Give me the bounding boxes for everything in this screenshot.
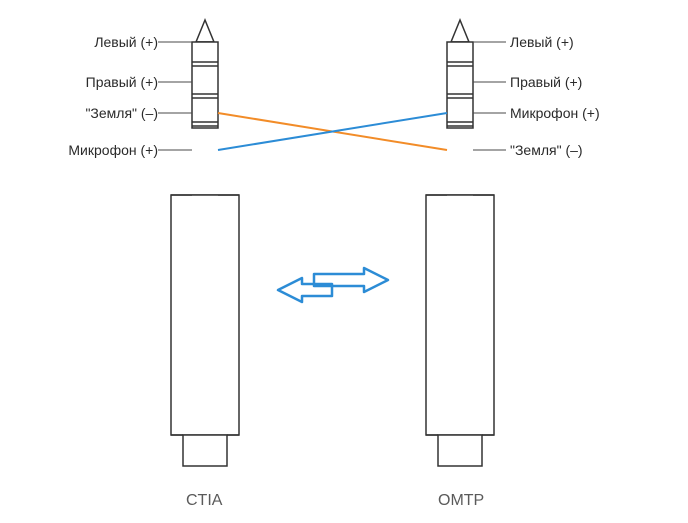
ctia-ring2-label: "Земля" (–): [48, 105, 158, 121]
ctia-ring1-label: Правый (+): [48, 74, 158, 90]
ctia-sleeve-label: Микрофон (+): [48, 142, 158, 158]
ctia-plug-shaft: [192, 42, 218, 128]
ctia-plug-tip: [196, 20, 214, 42]
swap-arrow-left: [278, 278, 332, 302]
swap-arrow-right: [314, 268, 388, 292]
ctia-plug-body: [171, 195, 239, 435]
omtp-name: OMTP: [438, 492, 484, 510]
omtp-ring1-label: Правый (+): [510, 74, 582, 90]
omtp-ring2-label: Микрофон (+): [510, 105, 600, 121]
omtp-sleeve-label: "Земля" (–): [510, 142, 583, 158]
ctia-plug-strain-relief: [183, 435, 227, 466]
ctia-name: CTIA: [186, 492, 222, 510]
omtp-tip-label: Левый (+): [510, 34, 574, 50]
omtp-plug-tip: [451, 20, 469, 42]
omtp-plug-shaft: [447, 42, 473, 128]
omtp-plug-body: [426, 195, 494, 435]
ctia-tip-label: Левый (+): [48, 34, 158, 50]
omtp-plug-strain-relief: [438, 435, 482, 466]
